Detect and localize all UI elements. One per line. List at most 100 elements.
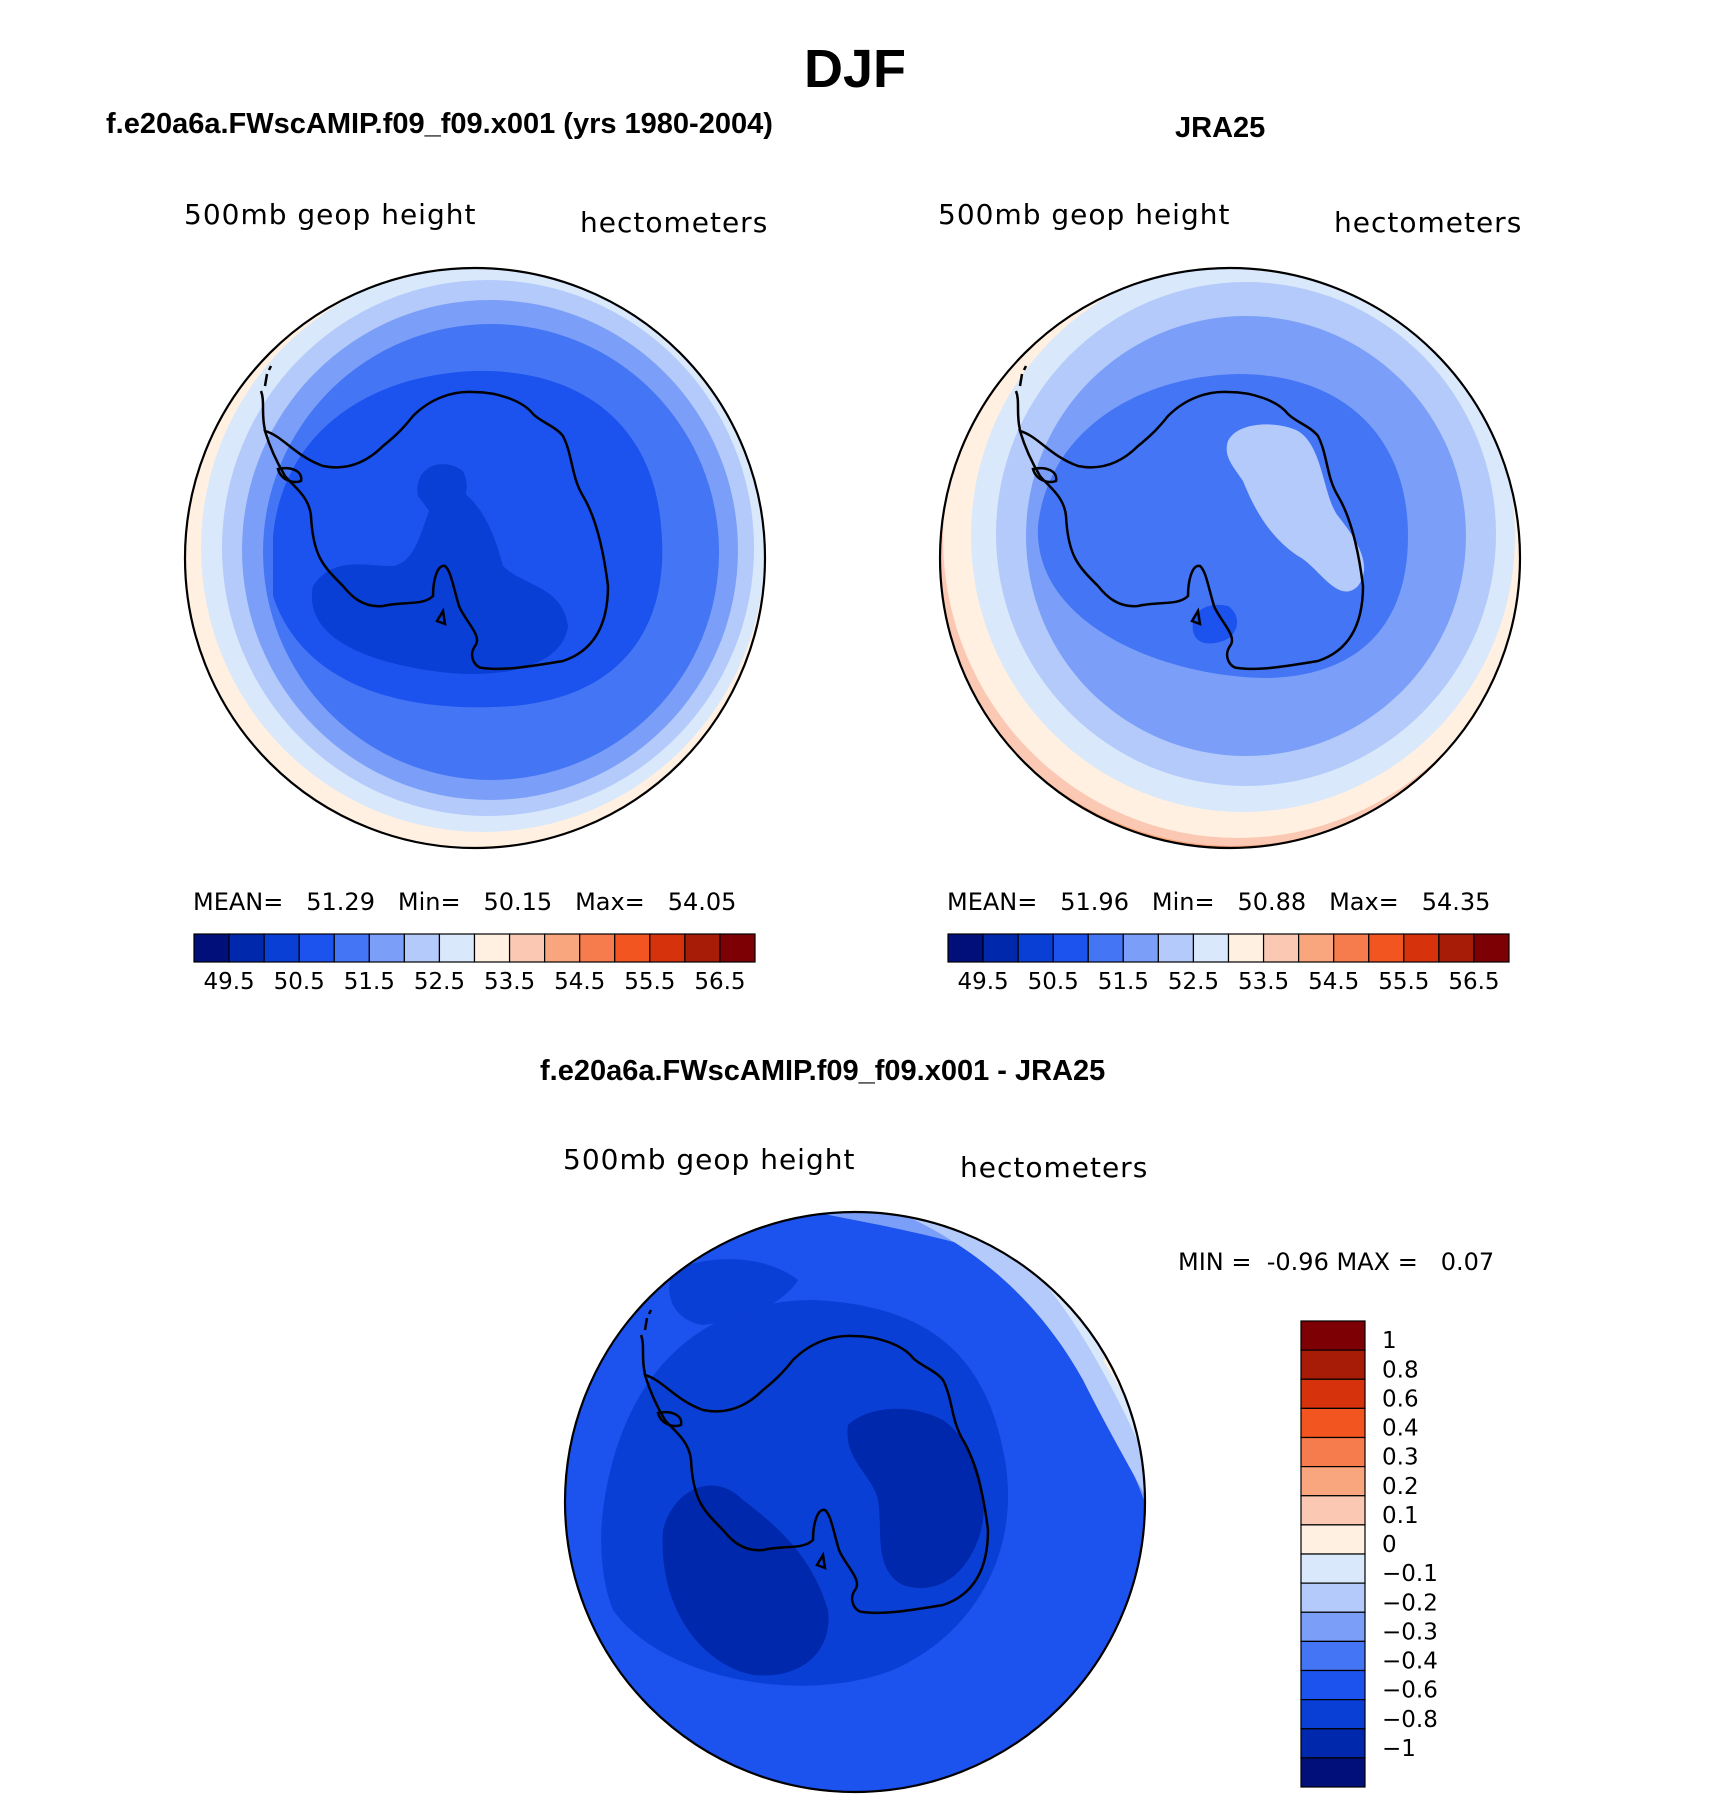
panel2-colorbar-tick-label: 50.5 [1028, 969, 1079, 995]
panel1-min-label: Min= [397, 888, 461, 916]
panel3-colorbar-tick-label: −0.4 [1382, 1649, 1438, 1675]
panel1-map-border [183, 266, 767, 850]
panel3-colorbar-swatch [1300, 1757, 1366, 1788]
panel3-map [563, 1210, 1147, 1794]
panel1-colorbar-swatch [473, 933, 511, 963]
panel1-max: 54.05 [667, 888, 737, 916]
panel1-colorbar-swatch [263, 933, 300, 963]
panel1-mean: 51.29 [306, 888, 375, 916]
panel2-map [938, 266, 1522, 850]
panel2-colorbar-tick-label: 54.5 [1308, 969, 1359, 995]
panel3-units: hectometers [960, 1151, 1149, 1184]
panel2-colorbar-swatch [1087, 933, 1124, 963]
panel1-mean-label: MEAN= [193, 888, 284, 916]
panel3-colorbar-tick-label: −1 [1382, 1736, 1416, 1762]
panel3-colorbar-tick-label: −0.2 [1382, 1590, 1438, 1616]
panel2-stats: MEAN= 51.96 Min= 50.88 Max= 54.35 [947, 888, 1490, 916]
panel2-colorbar-swatch [1298, 933, 1335, 963]
panel1-colorbar-swatch [403, 933, 441, 963]
panel3-min-label: MIN = [1178, 1248, 1252, 1276]
panel2-colorbar-swatch [1403, 933, 1440, 963]
panel1-colorbar-tick-label: 54.5 [554, 969, 605, 995]
panel1-colorbar-tick-label: 56.5 [694, 969, 745, 995]
panel1-colorbar-tick-label: 50.5 [274, 969, 325, 995]
panel1-map [183, 266, 767, 850]
panel3-max-label: MAX = [1336, 1248, 1418, 1276]
panel2-colorbar-swatch [1192, 933, 1230, 963]
panel1-colorbar-tick-label: 53.5 [484, 969, 535, 995]
panel3-colorbar-swatch [1300, 1699, 1366, 1730]
panel1-colorbar-tick-label: 52.5 [414, 969, 465, 995]
panel3-colorbar-tick-label: 0.1 [1382, 1503, 1419, 1529]
panel1-min: 50.15 [483, 888, 553, 916]
panel2-title: JRA25 [1175, 112, 1266, 144]
panel3-colorbar-swatch [1300, 1669, 1366, 1701]
panel2-colorbar-swatch [1473, 933, 1510, 963]
panel3-colorbar-tick-label: 0 [1382, 1532, 1397, 1558]
panel3-colorbar-swatch [1300, 1436, 1366, 1468]
panel3-colorbar-tick-label: −0.6 [1382, 1678, 1438, 1704]
panel3-colorbar-tick-label: 0.4 [1382, 1416, 1419, 1442]
panel2-colorbar-tick-label: 55.5 [1378, 969, 1429, 995]
panel2-colorbar-tick-label: 56.5 [1448, 969, 1499, 995]
panel3-colorbar-swatch [1300, 1378, 1366, 1409]
panel3-colorbar-tick-label: 0.3 [1382, 1445, 1419, 1471]
panel1-colorbar-swatch [333, 933, 370, 963]
panel2-min-label: Min= [1151, 888, 1215, 916]
panel3-colorbar-swatch [1300, 1349, 1366, 1380]
panel2-colorbar-swatch [1017, 933, 1054, 963]
panel2-colorbar-swatch [1368, 933, 1405, 963]
panel3-colorbar-swatch [1300, 1407, 1366, 1439]
panel3-map-border [563, 1210, 1147, 1794]
panel2-max: 54.35 [1421, 888, 1491, 916]
panel1-colorbar-swatch [719, 933, 756, 963]
panel3-stats: MIN = -0.96 MAX = 0.07 [1178, 1248, 1494, 1276]
panel2-min: 50.88 [1237, 888, 1307, 916]
panel1-colorbar-swatch [298, 933, 335, 963]
panel3-colorbar-swatch [1300, 1582, 1366, 1613]
panel1-colorbar-swatch [193, 933, 230, 963]
panel2-colorbar-tick-label: 52.5 [1168, 969, 1219, 995]
panel1-colorbar: 49.5 50.5 51.5 52.5 53.5 54.5 55.5 56.5 [193, 933, 756, 995]
panel1-colorbar-swatch [368, 933, 405, 963]
panel3-title: f.e20a6a.FWscAMIP.f09_f09.x001 - JRA25 [540, 1055, 1106, 1087]
panel1-colorbar-swatch [579, 933, 616, 963]
panel3-colorbar-swatch [1300, 1320, 1366, 1351]
panel2-colorbar-swatch [982, 933, 1019, 963]
panel2-coastline [1014, 365, 1365, 671]
panel3-max: 0.07 [1440, 1248, 1495, 1276]
panel3-variable: 500mb geop height [563, 1143, 856, 1176]
panel2-units: hectometers [1334, 206, 1523, 239]
panel1-colorbar-swatch [684, 933, 721, 963]
panel3-colorbar-swatch [1300, 1611, 1366, 1642]
panel1-units: hectometers [580, 206, 769, 239]
panel1-colorbar-swatch [508, 933, 546, 963]
panel2-colorbar-tick-label: 49.5 [957, 969, 1008, 995]
panel2-mean: 51.96 [1060, 888, 1129, 916]
panel3-colorbar-tick-label: 0.6 [1382, 1386, 1419, 1412]
panel1-colorbar-swatch [438, 933, 476, 963]
panel2-colorbar-swatch [1227, 933, 1265, 963]
panel3-colorbar-swatch [1300, 1524, 1366, 1555]
panel3-colorbar-swatch [1300, 1495, 1366, 1526]
panel1-max-label: Max= [575, 888, 645, 916]
panel1-title: f.e20a6a.FWscAMIP.f09_f09.x001 (yrs 1980… [106, 108, 773, 140]
panel3-colorbar: 1 0.8 0.6 0.4 0.3 0.2 0.1 0 −0.1 −0.2 −0.3 −0.4 −0.6… [1300, 1320, 1438, 1788]
panel1-variable: 500mb geop height [184, 198, 477, 231]
panel3-colorbar-tick-label: 1 [1382, 1328, 1397, 1354]
panel2-colorbar-swatch [1157, 933, 1195, 963]
panel2-contours [940, 268, 1520, 848]
panel2-colorbar-tick-label: 51.5 [1098, 969, 1149, 995]
panel1-colorbar-tick-label: 51.5 [344, 969, 395, 995]
panel1-colorbar-tick-label: 49.5 [203, 969, 254, 995]
panel3-colorbar-swatch [1300, 1553, 1366, 1584]
panel1-colorbar-swatch [649, 933, 686, 963]
panel3-colorbar-tick-label: −0.3 [1382, 1619, 1438, 1645]
panel3-colorbar-swatch [1300, 1728, 1366, 1759]
panel1-stats: MEAN= 51.29 Min= 50.15 Max= 54.05 [193, 888, 736, 916]
panel2-colorbar-swatch [1052, 933, 1089, 963]
panel2-colorbar-swatch [1438, 933, 1475, 963]
panel1-coastline [259, 365, 610, 671]
panel3-colorbar-tick-label: −0.8 [1382, 1707, 1438, 1733]
panel3-contours [565, 1212, 1145, 1792]
